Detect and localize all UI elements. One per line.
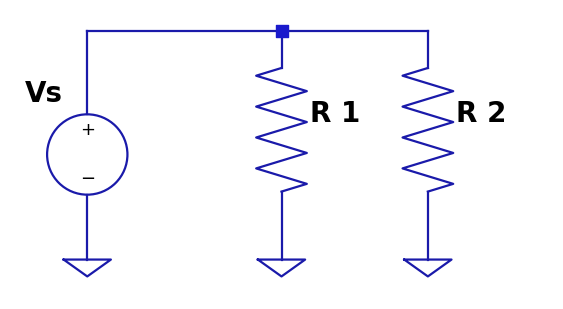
Text: +: + (80, 121, 95, 139)
Text: R 1: R 1 (310, 100, 360, 128)
Point (277, 28, 286, 33)
Text: Vs: Vs (25, 80, 62, 108)
Text: −: − (80, 170, 95, 188)
Text: R 2: R 2 (456, 100, 506, 128)
